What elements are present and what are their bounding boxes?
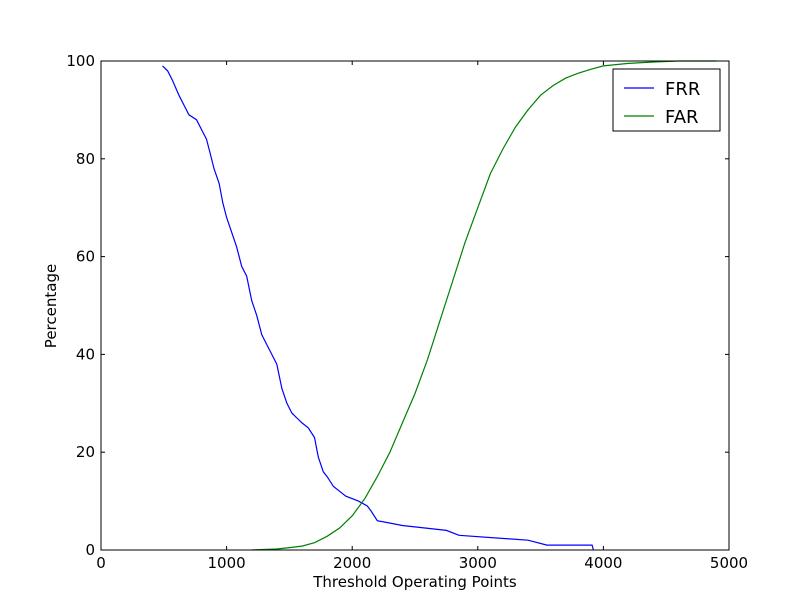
x-tick-label: 1000	[208, 554, 246, 572]
x-tick-label: 4000	[584, 554, 622, 572]
x-tick-label: 2000	[333, 554, 371, 572]
y-tick-label: 80	[76, 150, 95, 168]
y-tick-label: 0	[85, 541, 95, 559]
x-tick-label: 5000	[710, 554, 748, 572]
x-tick-label: 3000	[459, 554, 497, 572]
y-tick-label: 20	[76, 443, 95, 461]
x-tick-label: 0	[96, 554, 106, 572]
data-line	[162, 65, 594, 551]
y-tick-label: 40	[76, 345, 95, 363]
data-line	[251, 60, 717, 551]
legend-box	[612, 68, 721, 132]
plot-frame	[100, 60, 730, 551]
legend-label: FAR	[665, 107, 699, 128]
y-tick-label: 100	[66, 52, 95, 70]
y-tick-label: 60	[76, 248, 95, 266]
x-axis-label: Threshold Operating Points	[312, 573, 517, 591]
legend-label: FRR	[665, 79, 700, 100]
y-axis-label: Percentage	[42, 264, 60, 348]
